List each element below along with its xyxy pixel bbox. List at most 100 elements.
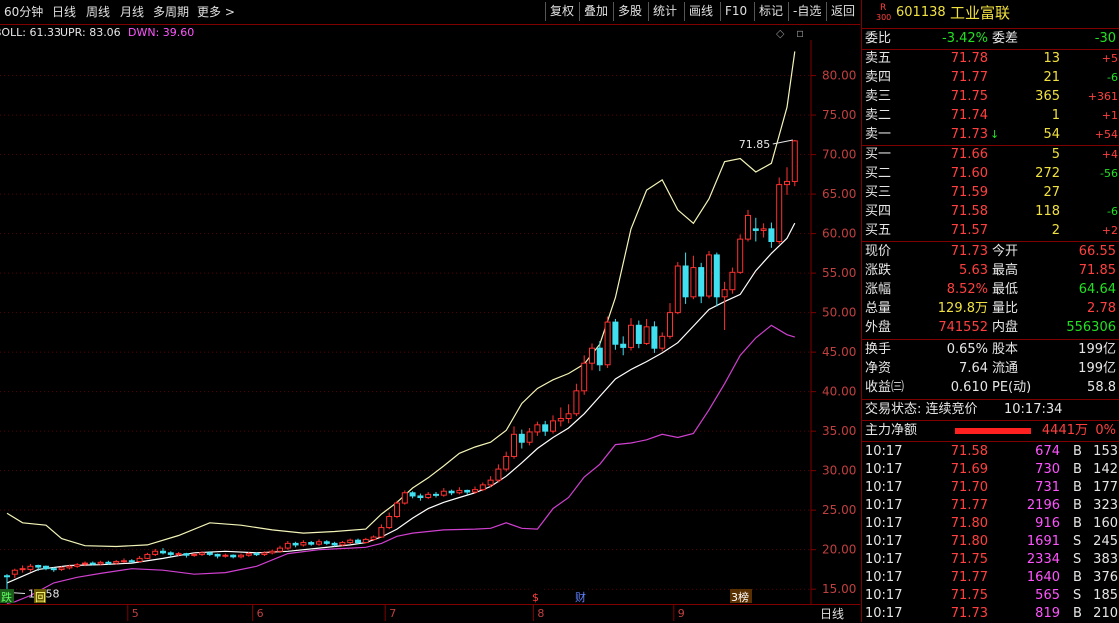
tick-time: 10:17 — [865, 498, 903, 513]
candle-body — [300, 542, 307, 546]
quote-label: 外盘 — [865, 320, 892, 335]
event-marker-label: 财 — [575, 590, 586, 604]
candle-body — [417, 495, 424, 499]
fund-value: 0.65% — [946, 342, 988, 357]
quote-value: 8.52% — [946, 282, 988, 297]
y-tick-label: 25.00 — [822, 503, 856, 517]
candle-body — [565, 413, 572, 420]
stock-code: 601138 — [896, 5, 946, 20]
period-weekly[interactable]: 周线 — [86, 5, 111, 19]
candle-body — [768, 228, 775, 243]
tick-side: S — [1073, 534, 1082, 549]
buy-level-change: +2 — [1101, 224, 1118, 237]
candle — [542, 420, 549, 436]
sell-level-price: 71.75 — [950, 89, 988, 104]
tick-side: B — [1073, 516, 1082, 531]
event-marker[interactable]: 3榜 — [730, 589, 752, 604]
tick-row: 10:17 71.69 730 B 142 — [862, 461, 1119, 479]
buy-level-change: -56 — [1100, 167, 1118, 180]
candle-body — [729, 271, 736, 291]
candle — [386, 512, 393, 530]
buy-level-row: 买四 71.58 118 -6 — [862, 203, 1119, 221]
diamond-icon[interactable]: ◇ — [776, 27, 785, 40]
tick-volume: 2196 — [1026, 498, 1060, 513]
mainforce-label: 主力净额 — [865, 423, 918, 438]
candle — [706, 250, 712, 299]
candle — [300, 540, 307, 547]
y-axis: 80.00 75.00 70.00 65.00 60.00 55.00 50.00 45.00… — [810, 40, 856, 605]
overlay-button[interactable]: 叠加 — [579, 2, 612, 21]
sell-level-change: +361 — [1087, 90, 1118, 103]
quote-value: 71.73 — [950, 244, 988, 259]
expand-icon[interactable]: ▫ — [796, 26, 805, 40]
event-marker[interactable]: $ — [531, 589, 541, 604]
quote-row: 外盘 741552 内盘 556306 — [862, 319, 1119, 337]
candlestick-chart[interactable]: 80.00 75.00 70.00 65.00 60.00 55.00 50.00 45.00… — [0, 40, 860, 605]
draw-line-button[interactable]: 画线 — [684, 2, 717, 21]
period-60min[interactable]: 60分钟 — [4, 5, 44, 19]
weibi-label: 委比 — [865, 31, 892, 46]
period-multi[interactable]: 多周期 — [153, 5, 190, 19]
candle — [401, 490, 408, 505]
stock-title: R 300 601138 工业富联 — [862, 2, 1119, 24]
candle — [277, 545, 283, 553]
fund-label: PE(动) — [992, 380, 1032, 395]
period-daily[interactable]: 日线 — [52, 5, 77, 19]
event-marker[interactable]: 跌 — [0, 589, 14, 604]
candle-body — [27, 565, 34, 570]
trade-status-label: 交易状态: 连续竞价 — [865, 402, 978, 417]
dwn-value: DWN: 39.60 — [128, 26, 195, 39]
candle-body — [19, 568, 26, 571]
back-button[interactable]: 返回 — [826, 2, 859, 21]
candle — [433, 492, 439, 498]
tick-side: B — [1073, 462, 1082, 477]
quote-value: 64.64 — [1078, 282, 1116, 297]
tick-side: B — [1073, 606, 1082, 621]
candle — [768, 222, 775, 248]
candle-body — [464, 489, 471, 493]
candle — [487, 476, 494, 488]
candle — [604, 316, 611, 368]
candle — [175, 552, 182, 557]
tick-row: 10:17 71.77 1640 B 376 — [862, 569, 1119, 587]
tick-volume: 565 — [1035, 588, 1060, 603]
chart-annotations: 71.8514.58 — [8, 138, 793, 601]
candle-body — [526, 431, 533, 443]
candle-body — [456, 489, 463, 494]
candle-body — [355, 539, 361, 544]
tick-count: 383 — [1093, 552, 1118, 567]
candle-body — [362, 538, 369, 544]
event-marker-bg — [0, 589, 14, 603]
multi-stock-button[interactable]: 多股 — [613, 2, 646, 21]
candle-body — [635, 324, 642, 344]
period-more[interactable]: 更多 > — [197, 5, 235, 19]
remove-watchlist-button[interactable]: -自选 — [788, 2, 825, 21]
stats-button[interactable]: 统计 — [648, 2, 681, 21]
sell-level-label: 卖三 — [865, 89, 892, 104]
adjust-button[interactable]: 复权 — [545, 2, 578, 21]
candle-body — [596, 347, 603, 366]
mark-button[interactable]: 标记 — [754, 2, 787, 21]
candle — [245, 552, 252, 557]
candle-body — [113, 561, 120, 564]
period-label[interactable]: 日线 — [820, 607, 845, 621]
tick-count: 153 — [1093, 444, 1118, 459]
tick-time: 10:17 — [865, 606, 903, 621]
sell-level-change: +1 — [1101, 109, 1118, 122]
candle-body — [534, 424, 541, 433]
candle — [612, 318, 619, 350]
x-tick-label: 5 — [132, 607, 139, 620]
candle-body — [269, 550, 276, 554]
event-marker[interactable]: 回 — [34, 589, 46, 604]
fund-label: 收益㈢ — [865, 380, 905, 395]
candle-body — [518, 433, 525, 443]
tick-side: B — [1073, 444, 1082, 459]
fund-label: 换手 — [865, 342, 892, 357]
f10-button[interactable]: F10 — [720, 2, 751, 21]
tick-price: 71.73 — [950, 606, 988, 621]
event-marker[interactable]: 财 — [574, 589, 588, 604]
r-mark: R — [880, 3, 887, 13]
weicha-value: -30 — [1094, 31, 1116, 46]
candle — [620, 336, 627, 356]
period-monthly[interactable]: 月线 — [120, 5, 145, 19]
